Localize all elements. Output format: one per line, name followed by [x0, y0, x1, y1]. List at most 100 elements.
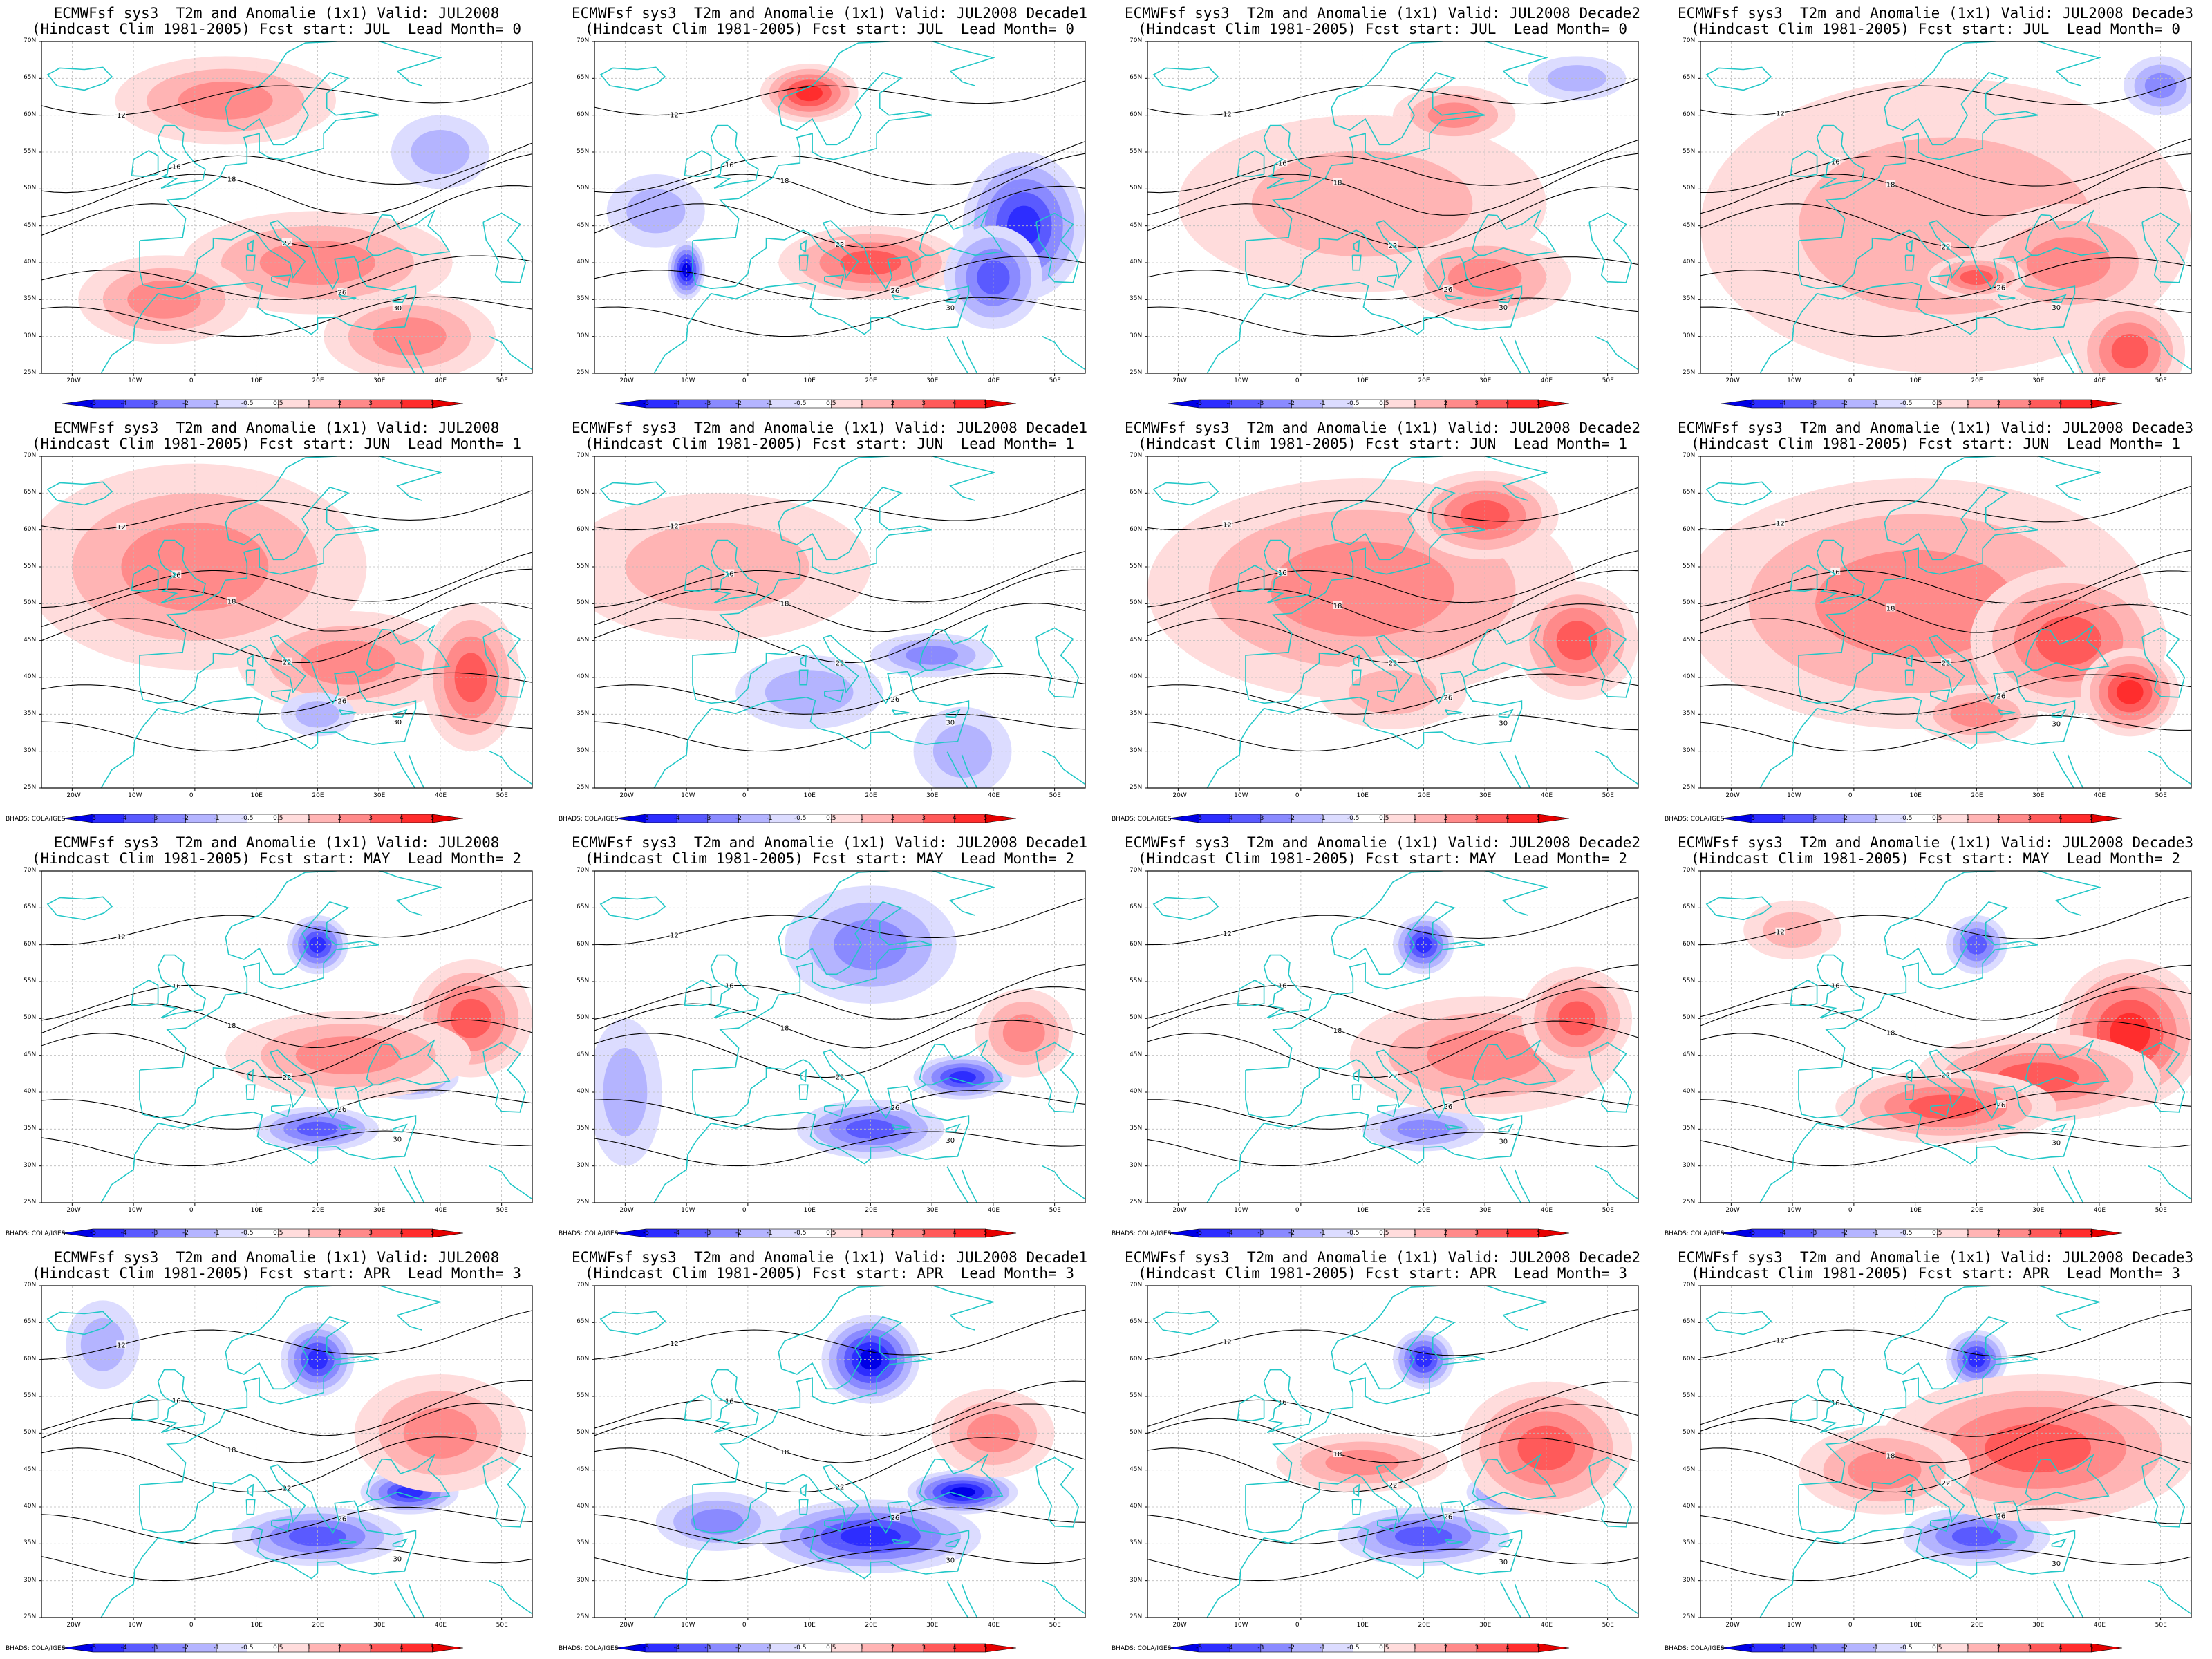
colorbar-label: -2 — [182, 400, 189, 407]
anomaly-region — [2111, 334, 2148, 368]
lat-tick-label: 60N — [1683, 525, 1696, 533]
coastline — [1263, 539, 1312, 604]
colorbar-label: -0.5 — [241, 400, 254, 407]
colorbar-label: -3 — [704, 1644, 711, 1651]
lat-tick-label: 70N — [1683, 1282, 1696, 1288]
coastline — [798, 1084, 809, 1100]
lat-tick-label: 45N — [1130, 1465, 1143, 1473]
lat-tick-label: 60N — [1130, 940, 1143, 948]
climatology-contour — [1700, 1091, 2191, 1130]
colorbar-swatch — [1229, 399, 1262, 409]
coastline — [684, 979, 712, 1007]
lon-tick-label: 10E — [1356, 377, 1369, 384]
colorbar-swatch — [2091, 1228, 2123, 1238]
map-panel: ECMWFsf sys3 T2m and Anomalie (1x1) Vali… — [0, 0, 553, 415]
coastline — [710, 954, 759, 1019]
lon-tick-label: 10W — [1234, 792, 1248, 799]
lon-tick-label: 10W — [1234, 1622, 1248, 1629]
contour-label: 18 — [780, 1025, 789, 1033]
colorbar-label: -4 — [1226, 1230, 1233, 1237]
climatology-contour — [41, 255, 532, 300]
lat-tick-label: 60N — [24, 111, 37, 118]
colorbar-swatch — [1844, 399, 1876, 409]
colorbar-label: -4 — [1779, 1644, 1786, 1651]
lat-tick-label: 40N — [577, 259, 590, 265]
colorbar-label: 4 — [1505, 1230, 1510, 1237]
contour-label: 26 — [1997, 285, 2006, 292]
lat-tick-label: 55N — [24, 563, 37, 570]
lat-tick-label: 30N — [1683, 747, 1696, 754]
lon-tick-label: 0 — [1848, 792, 1853, 799]
panel-subtitle: (Hindcast Clim 1981-2005) Fcst start: MA… — [1137, 850, 1627, 867]
colorbar-label: 4 — [952, 400, 957, 407]
colorbar-swatch — [1507, 1228, 1539, 1238]
colorbar-label: -3 — [704, 400, 711, 407]
anomaly-region — [906, 646, 959, 665]
contour-label: 18 — [1333, 1027, 1342, 1035]
colorbar-label: 0.5 — [826, 815, 836, 822]
coastline — [1351, 669, 1362, 686]
colorbar-label: -2 — [182, 1230, 189, 1237]
anomaly-region — [949, 1071, 976, 1084]
colorbar-swatch — [401, 399, 433, 409]
lat-tick-label: 55N — [577, 1392, 590, 1399]
coastline — [392, 1538, 408, 1548]
coastline — [1353, 1069, 1360, 1082]
lon-tick-label: 30E — [2032, 1207, 2045, 1214]
panel-title: ECMWFsf sys3 T2m and Anomalie (1x1) Vali… — [572, 5, 1087, 21]
climatology-contour — [1147, 714, 1638, 752]
colorbar-swatch — [123, 1228, 156, 1238]
coastline — [891, 294, 910, 301]
coastline — [1906, 1483, 1913, 1497]
lat-tick-label: 50N — [24, 1014, 37, 1022]
colorbar-swatch — [1414, 814, 1446, 823]
colorbar-label: 2 — [1996, 815, 2001, 822]
colorbar-label: 4 — [1505, 400, 1510, 407]
colorbar-swatch — [62, 399, 93, 409]
lat-tick-label: 35N — [1130, 710, 1143, 718]
lon-tick-label: 20W — [1725, 377, 1740, 384]
colorbar-label: 2 — [1996, 400, 2001, 407]
colorbar-swatch — [1967, 814, 1999, 823]
panel-title: ECMWFsf sys3 T2m and Anomalie (1x1) Vali… — [1678, 1249, 2193, 1266]
anomaly-region — [2110, 1013, 2150, 1053]
colorbar-swatch — [432, 1643, 464, 1653]
lat-tick-label: 30N — [1683, 1161, 1696, 1169]
lat-tick-label: 30N — [24, 332, 37, 339]
colorbar-label: -0.5 — [794, 1644, 807, 1651]
map-panel: ECMWFsf sys3 T2m and Anomalie (1x1) Vali… — [0, 415, 553, 830]
lat-tick-label: 65N — [577, 903, 590, 911]
lat-tick-label: 70N — [24, 1282, 37, 1288]
panel-subtitle: (Hindcast Clim 1981-2005) Fcst start: JU… — [584, 21, 1074, 37]
lat-tick-label: 55N — [577, 977, 590, 984]
lat-tick-label: 60N — [1130, 525, 1143, 533]
contour-label: 12 — [117, 112, 126, 120]
coastline — [100, 1501, 417, 1618]
colorbar-swatch — [1260, 1228, 1292, 1238]
colorbar-swatch — [1414, 1228, 1446, 1238]
lat-tick-label: 35N — [1683, 1539, 1696, 1547]
lat-tick-label: 70N — [1130, 1282, 1143, 1288]
contour-label: 22 — [1942, 660, 1951, 668]
coastline — [2052, 1166, 2075, 1203]
contour-label: 16 — [1278, 570, 1287, 577]
lon-tick-label: 20E — [1418, 1207, 1430, 1214]
coastline — [1906, 239, 1913, 253]
lat-tick-label: 65N — [24, 74, 37, 82]
colorbar-label: -0.5 — [1347, 1644, 1360, 1651]
colorbar-label: -2 — [182, 815, 189, 822]
lon-tick-label: 10W — [681, 1622, 695, 1629]
colorbar-label: -0.5 — [241, 1230, 254, 1237]
lat-tick-label: 60N — [577, 111, 590, 118]
colorbar-label: -4 — [120, 400, 127, 407]
lat-tick-label: 45N — [577, 1051, 590, 1058]
colorbar-label: 1 — [1966, 400, 1970, 407]
lat-tick-label: 50N — [577, 185, 590, 192]
climatology-contour — [594, 673, 1085, 715]
lat-tick-label: 70N — [577, 867, 590, 874]
anomaly-region — [1002, 1014, 1045, 1053]
colorbar-swatch — [93, 814, 124, 823]
climatology-contour — [594, 714, 1085, 752]
colorbar-swatch — [1752, 1643, 1783, 1653]
lat-tick-label: 65N — [577, 1318, 590, 1326]
